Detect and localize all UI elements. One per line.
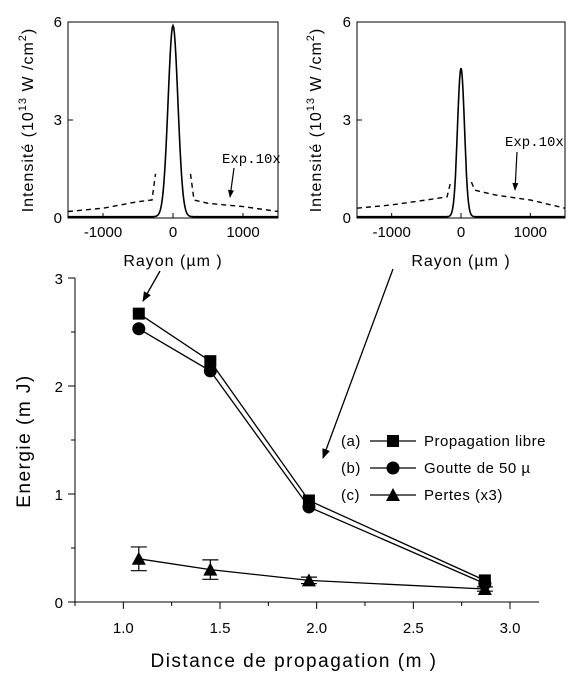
inset-left-y-tick-label: 3 xyxy=(54,112,62,129)
legend-label: Pertes (x3) xyxy=(424,487,503,504)
legend-marker xyxy=(387,435,399,447)
inset-left-ticks: -1000 0 1000 0 3 6 xyxy=(54,14,260,241)
series-square-line xyxy=(138,313,486,581)
main-plot xyxy=(130,307,493,596)
main-y-axis-label: Energie (m J) xyxy=(14,374,35,508)
inset-right-y-tick-label: 3 xyxy=(343,112,351,129)
inset-left-y-tick-label: 0 xyxy=(54,210,62,227)
inset-right-chart: -1000 0 1000 0 3 6 Exp.10x Rayon (µm ) Intens… xyxy=(305,14,566,270)
legend-tag: (b) xyxy=(341,460,361,477)
inset-right-x-tick-label: -1000 xyxy=(372,224,410,241)
arrow-inset-right-to-point xyxy=(322,268,394,459)
inset-left-solid-curve xyxy=(68,23,278,218)
inset-left-dashed-right-wing xyxy=(189,173,279,213)
inset-right-annotation-arrow xyxy=(512,151,519,191)
series-triangle-point xyxy=(203,562,218,576)
main-y-tick-label: 2 xyxy=(55,379,63,396)
inset-left-frame xyxy=(67,21,279,219)
arrow-inset-left-to-point xyxy=(142,270,161,302)
main-y-tick-label: 1 xyxy=(55,487,63,504)
main-legend: (a) Propagation libre (b) Goutte de 50 µ (c)… xyxy=(341,433,546,504)
inset-left-dashed-left-wing xyxy=(67,173,157,213)
inset-right-dashed-right-wing xyxy=(470,181,566,209)
series-circle-line xyxy=(138,328,486,585)
series-circle-point xyxy=(203,364,217,378)
main-x-tick-label: 2.5 xyxy=(403,620,424,637)
inset-left-x-axis-label: Rayon (µm ) xyxy=(123,253,222,270)
legend-marker xyxy=(386,461,400,475)
inset-right-dashed-left-wing xyxy=(356,181,452,209)
inset-right-frame xyxy=(356,21,566,219)
legend-tag: (c) xyxy=(341,487,360,504)
legend-label: Goutte de 50 µ xyxy=(424,460,531,477)
main-chart: 1.0 1.5 2.0 2.5 3.0 0 1 2 3 Distance de propagat… xyxy=(14,271,546,672)
legend-marker xyxy=(386,488,400,501)
main-x-tick-label: 1.0 xyxy=(113,620,134,637)
inset-right-x-axis-label: Rayon (µm ) xyxy=(411,253,510,270)
main-y-tick-label: 3 xyxy=(55,271,63,288)
inset-left-x-tick-label: -1000 xyxy=(84,224,122,241)
inset-left-x-tick-label: 0 xyxy=(169,224,177,241)
series-triangle-point xyxy=(131,551,146,565)
inset-right-x-tick-label: 0 xyxy=(457,224,465,241)
inset-right-plot xyxy=(356,67,566,218)
inset-left-chart: -1000 0 1000 0 3 6 Exp.10x Rayon (µm ) Intens… xyxy=(17,14,281,270)
inset-right-solid-curve xyxy=(357,67,565,218)
legend-tag: (a) xyxy=(341,433,361,450)
legend-label: Propagation libre xyxy=(424,433,546,450)
inset-left-y-tick-label: 6 xyxy=(54,14,62,31)
inset-right-y-tick-label: 0 xyxy=(343,210,351,227)
series-circle-point xyxy=(132,322,146,336)
inset-left-y-axis-label: Intensité (1013 W /cm2) xyxy=(17,28,37,213)
main-y-tick-label: 0 xyxy=(55,595,63,612)
inset-right-annotation: Exp.10x xyxy=(505,135,564,151)
series-triangle-point xyxy=(301,573,316,587)
inset-left-x-tick-label: 1000 xyxy=(226,224,259,241)
main-ticks: 1.0 1.5 2.0 2.5 3.0 0 1 2 3 xyxy=(55,271,521,637)
main-x-axis-label: Distance de propagation (m ) xyxy=(150,651,437,672)
inset-right-ticks: -1000 0 1000 0 3 6 xyxy=(343,14,547,241)
inset-right-y-tick-label: 6 xyxy=(343,14,351,31)
main-x-tick-label: 1.5 xyxy=(210,620,231,637)
inset-left-annotation-arrow xyxy=(227,167,235,198)
series-square-point xyxy=(204,355,217,368)
inset-left-annotation: Exp.10x xyxy=(222,152,281,168)
series-triangle-line xyxy=(138,558,485,590)
inset-left-plot xyxy=(67,23,279,218)
inset-right-y-axis-label: Intensité (1013 W /cm2) xyxy=(305,28,325,213)
series-triangle-point xyxy=(477,582,492,596)
main-x-tick-label: 3.0 xyxy=(500,620,521,637)
series-square-point xyxy=(132,307,145,320)
inset-right-x-tick-label: 1000 xyxy=(514,224,547,241)
series-circle-point xyxy=(302,500,316,514)
main-x-tick-label: 2.0 xyxy=(306,620,327,637)
